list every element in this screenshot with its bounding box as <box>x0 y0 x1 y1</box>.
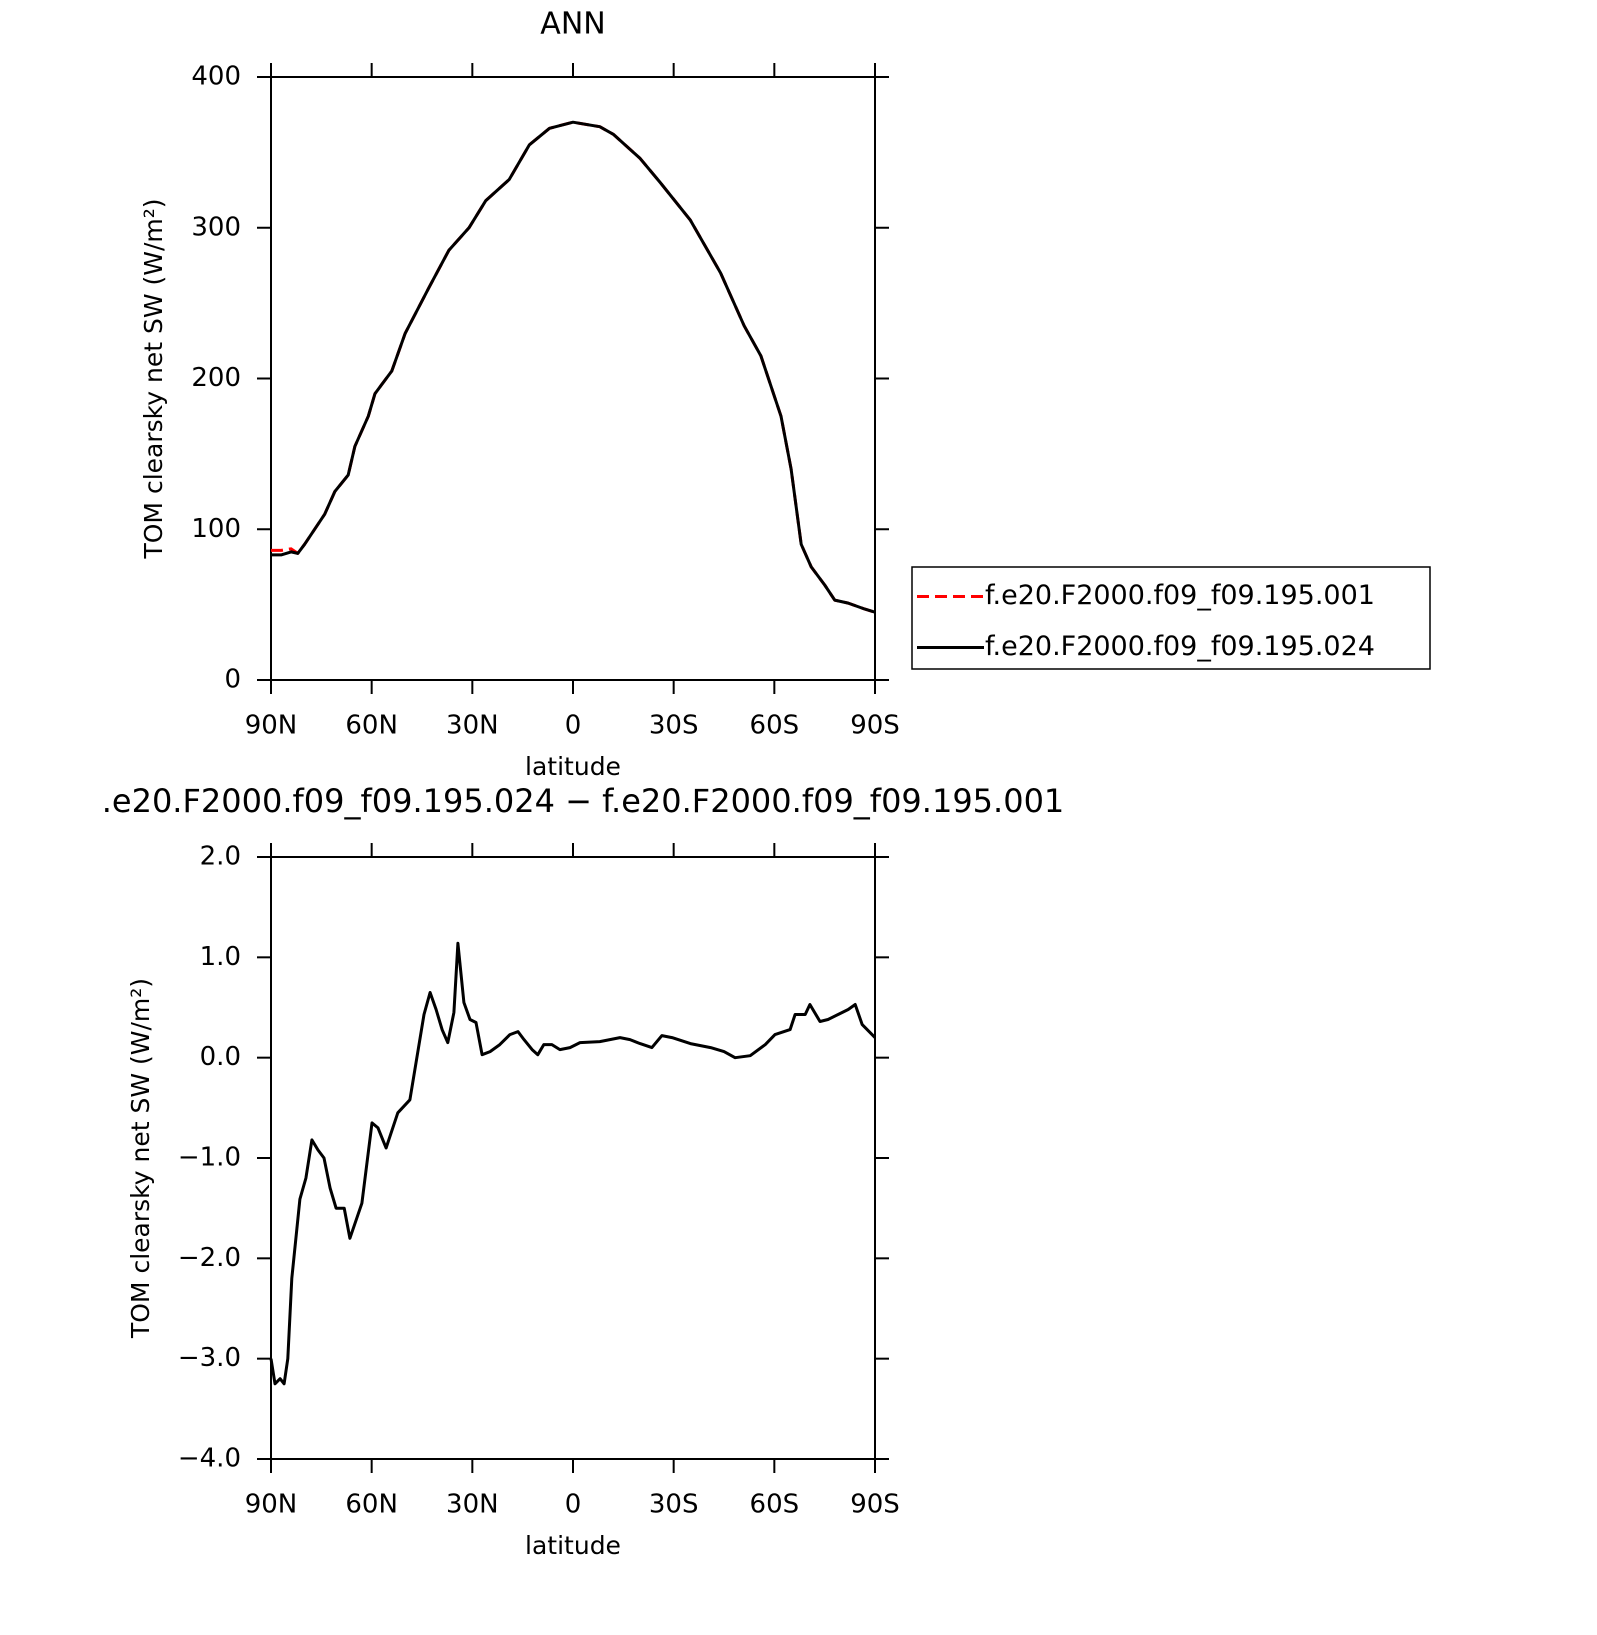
plot-frame <box>270 76 876 681</box>
x-tick-label: 90S <box>850 711 900 741</box>
y-tick-label: −3.0 <box>178 1343 241 1373</box>
legend-label: f.e20.F2000.f09_f09.195.001 <box>985 580 1375 611</box>
x-tick-label: 60S <box>750 1490 800 1520</box>
x-tick-label: 60S <box>750 711 800 741</box>
x-axis-label: latitude <box>525 752 621 781</box>
y-tick-label: 400 <box>191 62 241 92</box>
y-tick-label: −2.0 <box>178 1243 241 1273</box>
x-tick-label: 0 <box>565 1490 582 1520</box>
legend-label: f.e20.F2000.f09_f09.195.024 <box>985 631 1375 662</box>
x-tick-label: 60N <box>345 711 398 741</box>
y-tick-label: 0 <box>224 665 241 695</box>
data-line <box>269 941 877 1386</box>
y-tick-label: 200 <box>191 363 241 393</box>
data-line <box>271 120 876 614</box>
x-tick-label: 60N <box>345 1490 398 1520</box>
y-tick-label: 100 <box>191 514 241 544</box>
x-tick-label: 30S <box>649 711 699 741</box>
y-tick-label: 0.0 <box>200 1042 241 1072</box>
y-tick-label: −4.0 <box>178 1444 241 1474</box>
chart-title: .e20.F2000.f09_f09.195.024 − f.e20.F2000… <box>102 782 1065 820</box>
x-tick-label: 90N <box>245 711 298 741</box>
data-line <box>271 120 876 614</box>
chart-title: ANN <box>540 7 605 42</box>
y-tick-label: 300 <box>191 212 241 242</box>
plot-frame <box>270 856 876 1460</box>
y-axis-label: TOM clearsky net SW (W/m²) <box>126 978 155 1339</box>
x-tick-label: 30N <box>446 1490 499 1520</box>
x-tick-label: 90S <box>850 1490 900 1520</box>
x-tick-label: 90N <box>245 1490 298 1520</box>
legend-box <box>911 566 1431 670</box>
y-axis-label: TOM clearsky net SW (W/m²) <box>139 198 168 559</box>
y-tick-label: 2.0 <box>200 842 241 872</box>
y-tick-label: 1.0 <box>200 942 241 972</box>
x-tick-label: 30S <box>649 1490 699 1520</box>
x-axis-label: latitude <box>525 1531 621 1560</box>
x-tick-label: 0 <box>565 711 582 741</box>
y-tick-label: −1.0 <box>178 1143 241 1173</box>
x-tick-label: 30N <box>446 711 499 741</box>
